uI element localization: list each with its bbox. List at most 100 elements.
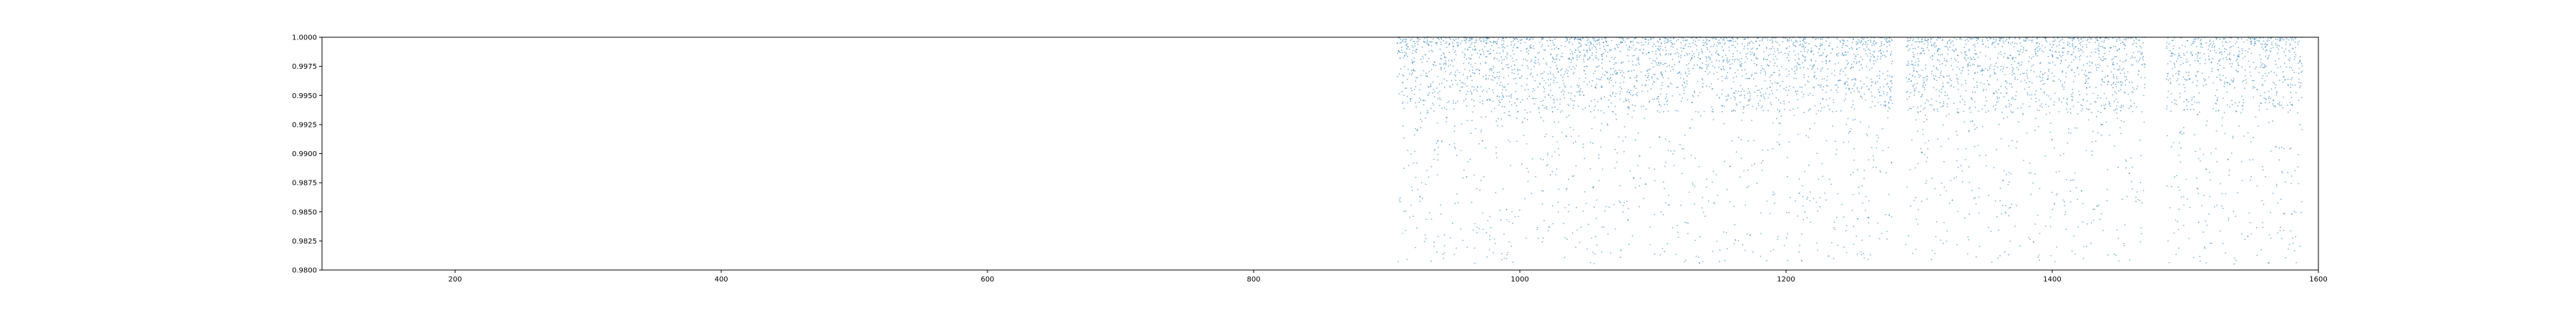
scatter-point	[1976, 82, 1978, 83]
scatter-point	[1589, 49, 1591, 51]
scatter-point	[1914, 76, 1916, 78]
scatter-point	[1909, 73, 1911, 75]
scatter-point	[1587, 58, 1589, 60]
scatter-point	[1530, 44, 1532, 47]
scatter-point	[1632, 64, 1634, 66]
scatter-point	[1760, 64, 1762, 67]
scatter-point	[2241, 160, 2243, 163]
scatter-point	[2079, 44, 2082, 46]
scatter-point	[1470, 54, 1473, 57]
scatter-point	[1912, 47, 1914, 49]
scatter-point	[1485, 56, 1487, 58]
scatter-point	[2082, 105, 2084, 107]
scatter-point	[1654, 74, 1656, 76]
scatter-point	[1470, 57, 1472, 59]
scatter-point	[2100, 105, 2102, 107]
scatter-point	[2215, 38, 2218, 40]
scatter-point	[1442, 253, 1444, 255]
scatter-point	[2183, 54, 2185, 57]
scatter-point	[2136, 106, 2137, 108]
scatter-point	[1996, 96, 1999, 98]
scatter-point	[1712, 65, 1714, 67]
scatter-point	[1810, 221, 1812, 223]
scatter-point	[1401, 90, 1403, 92]
scatter-point	[2196, 177, 2197, 179]
scatter-point	[2120, 120, 2122, 122]
scatter-point	[1871, 95, 1873, 97]
scatter-point	[2205, 84, 2207, 86]
scatter-point	[2298, 67, 2301, 69]
scatter-point	[1514, 102, 1516, 104]
scatter-point	[1484, 46, 1485, 48]
scatter-point	[1683, 148, 1684, 150]
scatter-point	[1480, 180, 1482, 181]
scatter-point	[2008, 145, 2010, 147]
scatter-point	[1487, 220, 1489, 221]
scatter-point	[1636, 58, 1638, 60]
scatter-point	[1527, 180, 1529, 183]
scatter-point	[1666, 42, 1668, 44]
scatter-point	[1807, 136, 1810, 138]
scatter-point	[2096, 115, 2098, 117]
scatter-point	[1989, 68, 1991, 70]
scatter-point	[1571, 53, 1574, 55]
scatter-point	[2105, 121, 2107, 123]
scatter-point	[1779, 110, 1781, 112]
scatter-point	[1450, 80, 1453, 82]
scatter-point	[1837, 193, 1838, 195]
scatter-point	[2187, 101, 2190, 102]
scatter-point	[2268, 261, 2270, 264]
scatter-point	[1747, 44, 1749, 47]
scatter-point	[2300, 82, 2302, 84]
scatter-point	[1764, 71, 1766, 72]
scatter-point	[1760, 212, 1762, 214]
scatter-point	[1560, 55, 1562, 57]
scatter-point	[2271, 42, 2273, 44]
scatter-point	[2297, 112, 2298, 114]
scatter-point	[2224, 37, 2226, 39]
scatter-point	[1740, 52, 1741, 54]
scatter-point	[1407, 102, 1409, 104]
scatter-point	[1619, 200, 1621, 202]
scatter-point	[2228, 217, 2230, 219]
scatter-point	[1519, 69, 1521, 71]
scatter-point	[1739, 95, 1741, 97]
scatter-point	[1839, 73, 1841, 75]
scatter-point	[2197, 53, 2200, 55]
scatter-point	[1845, 230, 1847, 231]
scatter-point	[1451, 60, 1453, 62]
scatter-point	[1921, 41, 1923, 42]
scatter-point	[1874, 96, 1875, 98]
scatter-point	[2264, 65, 2266, 67]
scatter-point	[2287, 111, 2289, 113]
scatter-point	[1553, 44, 1555, 46]
scatter-point	[2112, 63, 2114, 65]
scatter-point	[1500, 82, 1502, 83]
scatter-point	[1508, 221, 1510, 223]
scatter-point	[1455, 155, 1458, 156]
scatter-point	[1541, 39, 1543, 41]
scatter-point	[1920, 105, 1922, 107]
scatter-point	[1614, 148, 1616, 150]
scatter-point	[1629, 49, 1631, 51]
scatter-point	[1455, 39, 1457, 40]
scatter-point	[1802, 93, 1805, 95]
scatter-point	[1428, 176, 1430, 178]
scatter-point	[2272, 103, 2274, 105]
scatter-point	[1802, 96, 1804, 98]
scatter-point	[1458, 42, 1459, 44]
scatter-point	[1712, 250, 1714, 252]
scatter-point	[1859, 69, 1860, 71]
scatter-point	[1600, 110, 1602, 112]
scatter-point	[1877, 102, 1879, 103]
scatter-point	[1641, 37, 1644, 39]
scatter-point	[2067, 43, 2069, 45]
scatter-point	[2099, 218, 2101, 221]
scatter-point	[1886, 46, 1888, 48]
scatter-point	[1577, 47, 1579, 49]
scatter-point	[1802, 45, 1805, 47]
scatter-point	[1810, 51, 1812, 53]
scatter-point	[1726, 188, 1728, 191]
scatter-point	[1635, 93, 1637, 95]
scatter-point	[1516, 37, 1518, 39]
